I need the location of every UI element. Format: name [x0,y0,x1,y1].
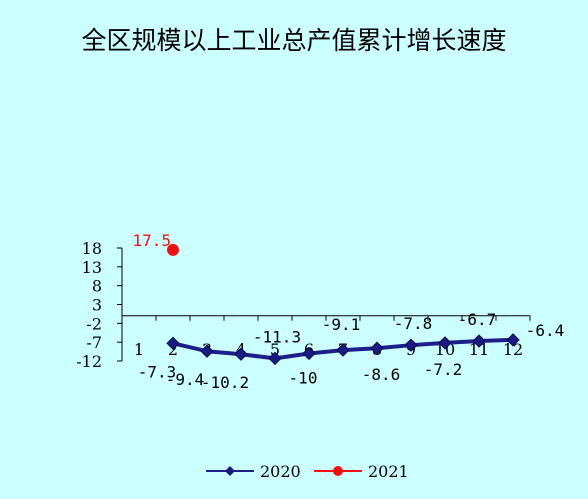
data-point-2020 [200,344,214,358]
data-label-2020: -7.2 [424,360,463,379]
y-tick-label: 8 [92,277,102,296]
legend-marker-2021 [333,466,343,476]
data-point-2020 [302,346,316,361]
x-tick-label: 11 [469,340,489,359]
data-point-2020 [336,343,350,357]
x-tick-label: 1 [134,340,144,359]
y-tick-label: 3 [92,296,102,315]
data-point-2020 [166,336,180,351]
data-label-2020: -9.1 [322,315,361,334]
legend-label-2021: 2021 [368,462,409,481]
data-label-2020: -6.7 [458,310,497,329]
data-label-2020: -10 [289,368,318,387]
data-point-2020 [404,338,418,352]
data-label-2020: -10.2 [201,373,249,392]
y-tick-label: -7 [86,333,102,352]
legend: 2020 2021 [206,462,409,481]
data-point-2020 [438,336,452,350]
data-label-2020: -9.4 [166,370,205,389]
y-tick-label: -2 [86,314,102,333]
data-label-2021: 17.5 [132,231,171,250]
data-label-2020: -11.3 [253,327,301,346]
data-label-2020: -7.8 [394,314,433,333]
x-tick-label: 12 [503,340,523,359]
series-layer [166,243,520,366]
data-point-2020 [234,347,248,361]
data-point-2020 [472,334,486,348]
data-label-2020: -7.3 [138,362,177,381]
y-tick-label: -12 [76,352,102,371]
legend-label-2020: 2020 [260,462,301,481]
data-point-2020 [370,341,384,355]
data-point-2020 [506,333,520,347]
data-label-2020: -8.6 [362,365,401,384]
y-tick-label: 18 [82,239,102,258]
data-label-2020: -6.4 [526,321,565,340]
data-labels: -7.3-9.4-10.2 -11.3 -10 -9.1 -8.6 -7.8 -7.2 -6.… [132,231,564,392]
legend-marker-2020 [225,466,235,476]
data-point-2021 [167,243,179,256]
x-tick-label: 5 [270,340,280,359]
chart-title: 全区规模以上工业总产值累计增长速度 [81,26,507,55]
y-tick-label: 13 [82,258,102,277]
data-point-2020 [268,351,282,366]
